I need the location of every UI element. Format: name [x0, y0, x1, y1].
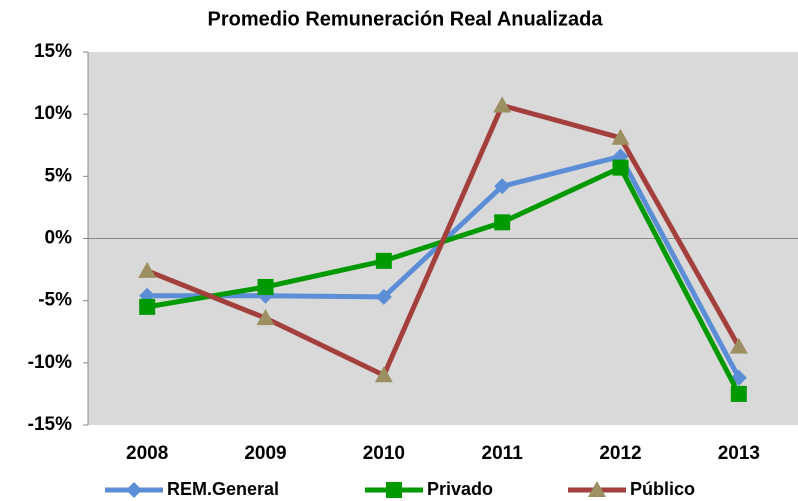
marker [611, 128, 630, 145]
legend-label: Privado [427, 479, 493, 499]
marker [374, 366, 393, 383]
y-tick-label: -5% [38, 290, 72, 311]
marker [375, 252, 392, 269]
series-line [146, 102, 742, 378]
marker [494, 178, 511, 195]
marker [494, 214, 511, 231]
marker [139, 298, 156, 315]
x-tick-label: 2012 [599, 443, 641, 464]
y-tick-label: -10% [28, 352, 72, 373]
marker [138, 261, 157, 278]
x-tick-label: 2011 [482, 443, 524, 464]
marker [729, 337, 748, 354]
y-tick-label: -15% [28, 414, 72, 435]
x-tick-label: 2009 [244, 443, 286, 464]
marker [126, 482, 142, 498]
chart-title: Promedio Remuneración Real Anualizada [208, 8, 604, 30]
marker [257, 278, 274, 295]
x-tick-label: 2008 [126, 443, 168, 464]
marker [730, 385, 747, 402]
y-tick-label: 10% [34, 103, 72, 124]
marker [256, 309, 275, 326]
x-tick-label: 2010 [363, 443, 405, 464]
marker [612, 159, 629, 176]
marker [588, 481, 606, 497]
y-tick-label: 5% [45, 165, 73, 186]
legend-label: REM.General [167, 479, 279, 499]
marker [375, 288, 392, 305]
legend-label: Público [630, 479, 695, 499]
marker [386, 482, 402, 498]
marker [493, 96, 512, 113]
y-tick-label: 0% [45, 228, 73, 249]
x-tick-label: 2013 [718, 443, 760, 464]
y-tick-label: 15% [34, 41, 72, 62]
